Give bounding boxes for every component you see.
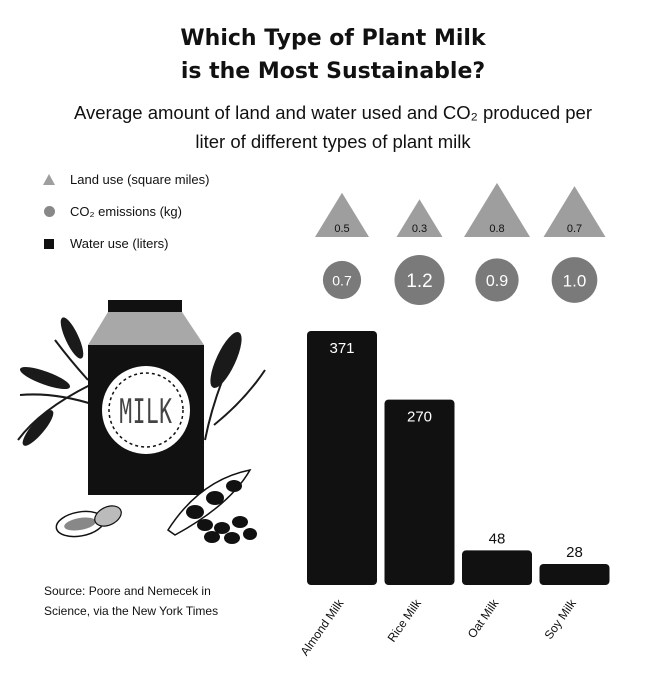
source-note: Source: Poore and Nemecek in Science, vi…: [44, 581, 218, 621]
title-line-1: Which Type of Plant Milk: [180, 26, 486, 51]
co2-circle: [551, 257, 598, 303]
co2-value-label: 1.2: [406, 271, 432, 292]
land-triangle: [396, 199, 443, 237]
bar: [539, 563, 610, 585]
bar: [307, 331, 377, 585]
bar: [384, 399, 455, 585]
grain-icon: [204, 332, 266, 441]
wheat-icon: [17, 317, 96, 446]
source-line-1: Source: Poore and Nemecek in: [44, 584, 211, 598]
x-tick-label: Almond Milk: [298, 596, 348, 658]
chart-title: Which Type of Plant Milk is the Most Sus…: [0, 22, 666, 88]
circle-icon: [44, 206, 55, 217]
chart-subtitle: Average amount of land and water used an…: [20, 98, 646, 156]
land-value-label: 0.3: [412, 223, 427, 235]
source-line-2: Science, via the New York Times: [44, 604, 219, 618]
legend-label-water: Water use (liters): [70, 236, 169, 251]
co2-circle: [394, 255, 445, 305]
title-line-2: is the Most Sustainable?: [180, 59, 486, 84]
milk-carton: MILK: [88, 300, 204, 495]
subtitle-line-1: Average amount of land and water used an…: [74, 102, 592, 123]
bar-value-label: 28: [566, 544, 583, 561]
x-tick-label: Oat Milk: [465, 596, 502, 641]
co2-value-label: 0.7: [332, 272, 352, 288]
x-tick-label: Rice Milk: [385, 596, 425, 645]
subtitle-line-2: liter of different types of plant milk: [195, 131, 471, 152]
land-triangle: [315, 192, 369, 237]
co2-circle: [322, 260, 362, 300]
bar: [462, 550, 532, 585]
co2-value-label: 1.0: [563, 271, 587, 290]
bar-value-label: 48: [489, 530, 506, 547]
land-value-label: 0.7: [567, 223, 582, 235]
square-icon: [44, 239, 54, 249]
soybean-icon: [166, 468, 257, 544]
triangle-icon: [43, 174, 55, 185]
co2-circle: [475, 258, 519, 302]
bar-value-label: 270: [407, 409, 432, 426]
land-triangle: [543, 186, 606, 237]
land-value-label: 0.5: [334, 223, 349, 235]
land-value-label: 0.8: [489, 223, 504, 235]
legend-label-land: Land use (square miles): [70, 172, 210, 187]
land-triangle: [464, 182, 530, 237]
carton-label: MILK: [119, 392, 172, 432]
x-tick-label: Soy Milk: [541, 596, 579, 642]
bar-value-label: 371: [329, 340, 354, 357]
almond-icon: [55, 505, 122, 538]
legend-label-co2: CO₂ emissions (kg): [70, 204, 182, 219]
co2-value-label: 0.9: [486, 273, 508, 290]
